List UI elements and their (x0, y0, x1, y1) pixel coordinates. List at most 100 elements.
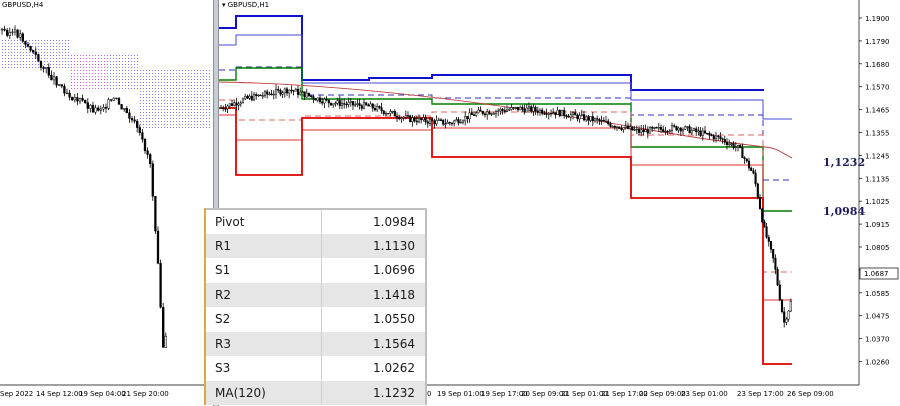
cloud-dot (119, 79, 120, 80)
cloud-dot (74, 67, 75, 68)
time-label: 19 Sep 17:00 (481, 390, 528, 398)
candle-body (514, 106, 517, 109)
right-chart-symbol-text: GBPUSD,H1 (227, 1, 270, 9)
cloud-dot (107, 85, 108, 86)
cloud-dot (122, 88, 123, 89)
cloud-dot (122, 70, 123, 71)
candle-body (571, 112, 575, 115)
cloud-dot (122, 82, 123, 83)
cloud-dot (188, 79, 189, 80)
candle-body (162, 307, 165, 348)
cloud-dot (206, 100, 207, 101)
cloud-dot (161, 97, 162, 98)
left-chart-panel[interactable]: GBPUSD,H4 Sep 2022 14 Sep 12:00 19 Sep 0… (0, 0, 213, 406)
candle-body (391, 111, 394, 113)
cloud-dot (209, 88, 210, 89)
cloud-dot (158, 85, 159, 86)
cloud-dot (137, 85, 138, 86)
candle-body (598, 119, 601, 122)
cloud-dot (116, 70, 117, 71)
cloud-dot (167, 103, 168, 104)
candle-body (411, 117, 414, 122)
cloud-dot (11, 67, 12, 68)
current-price-box (859, 267, 899, 280)
candle-body (125, 108, 128, 114)
cloud-dot (191, 94, 192, 95)
cloud-dot (56, 64, 57, 65)
cloud-dot (173, 103, 174, 104)
candle-body (37, 54, 40, 62)
cloud-dot (2, 55, 3, 56)
level-name: S1 (204, 258, 322, 283)
cloud-dot (104, 55, 105, 56)
candle-body (255, 94, 258, 97)
cloud-dot (125, 73, 126, 74)
cloud-dot (143, 124, 144, 125)
cloud-dot (110, 61, 111, 62)
candle-body (677, 127, 680, 131)
left-chart-canvas[interactable]: Sep 2022 14 Sep 12:00 19 Sep 04:00 21 Se… (0, 0, 213, 406)
candle-body (426, 121, 429, 124)
chart-splitter[interactable] (213, 0, 219, 406)
cloud-dot (128, 88, 129, 89)
cloud-dot (179, 103, 180, 104)
candle-body (596, 118, 599, 120)
cloud-dot (11, 52, 12, 53)
cloud-dot (122, 67, 123, 68)
cloud-dot (50, 46, 51, 47)
price-label: 1.0475 (865, 313, 890, 321)
cloud-dot (209, 109, 210, 110)
candle-body (395, 115, 399, 118)
cloud-dot (23, 64, 24, 65)
cloud-dot (137, 73, 138, 74)
cloud-dot (98, 73, 99, 74)
cloud-dot (14, 43, 15, 44)
candle-body (29, 45, 32, 51)
candle-body (728, 143, 731, 145)
candle-body (501, 109, 504, 111)
cloud-dot (11, 40, 12, 41)
cloud-dot (206, 70, 207, 71)
cloud-dot (152, 124, 153, 125)
cloud-dot (176, 109, 177, 110)
cloud-dot (8, 67, 9, 68)
cloud-dot (170, 118, 171, 119)
cloud-dot (80, 67, 81, 68)
cloud-dot (200, 124, 201, 125)
cloud-dot (77, 70, 78, 71)
cloud-dot (17, 43, 18, 44)
candle-body (789, 301, 792, 312)
candle-body (761, 208, 764, 223)
r2-line (219, 34, 792, 120)
cloud-dot (68, 58, 69, 59)
cloud-dot (158, 70, 159, 71)
cloud-dot (206, 121, 207, 122)
cloud-dot (83, 61, 84, 62)
cloud-dot (185, 82, 186, 83)
cloud-dot (68, 64, 69, 65)
cloud-dot (143, 70, 144, 71)
cloud-dot (134, 79, 135, 80)
cloud-dot (17, 67, 18, 68)
cloud-dot (5, 46, 6, 47)
cloud-dot (191, 91, 192, 92)
left-chart-symbol: GBPUSD,H4 (2, 1, 44, 9)
cloud-dot (176, 79, 177, 80)
cloud-dot (128, 67, 129, 68)
cloud-dot (80, 58, 81, 59)
cloud-dot (23, 46, 24, 47)
cloud-dot (59, 61, 60, 62)
cloud-dot (110, 79, 111, 80)
cloud-dot (116, 85, 117, 86)
cloud-dot (161, 88, 162, 89)
cloud-dot (152, 121, 153, 122)
cloud-dot (161, 115, 162, 116)
cloud-dot (110, 58, 111, 59)
cloud-dot (50, 58, 51, 59)
candle-body (503, 110, 506, 112)
candle-body (439, 119, 443, 121)
cloud-dot (170, 91, 171, 92)
cloud-dot (179, 118, 180, 119)
time-label: 19 Sep 01:00 (437, 390, 484, 398)
cloud-dot (86, 61, 87, 62)
